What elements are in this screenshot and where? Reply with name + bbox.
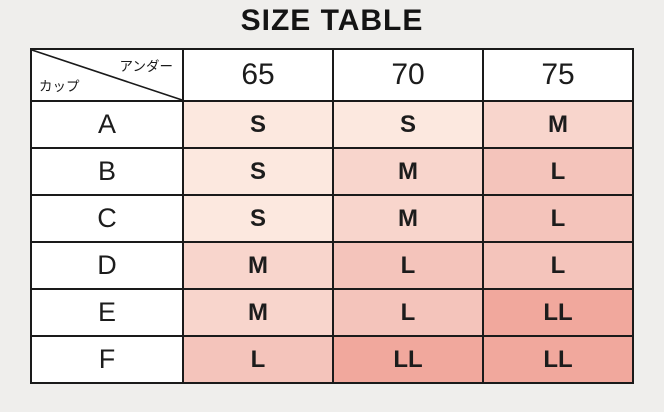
size-cell: M [332,194,484,243]
cup-cell: D [30,241,184,290]
size-cell: LL [332,335,484,384]
column-header-70: 70 [332,48,484,102]
cup-cell: E [30,288,184,337]
table-row: E M L LL [30,288,634,337]
underbust-axis-label: アンダー [119,59,173,74]
header-row: アンダー カップ 65 70 75 [30,48,634,102]
size-cell: LL [482,335,634,384]
size-cell: L [332,288,484,337]
cup-cell: C [30,194,184,243]
size-cell: L [482,194,634,243]
cup-cell: F [30,335,184,384]
size-cell: L [482,241,634,290]
size-cell: M [182,241,334,290]
cup-cell: B [30,147,184,196]
size-cell: M [332,147,484,196]
cup-axis-label: カップ [39,79,80,94]
size-cell: LL [482,288,634,337]
table-row: F L LL LL [30,335,634,384]
cup-cell: A [30,100,184,149]
size-cell: S [182,100,334,149]
size-cell: L [482,147,634,196]
size-cell: L [182,335,334,384]
size-cell: M [182,288,334,337]
size-cell: S [182,147,334,196]
size-cell: S [332,100,484,149]
page-title: SIZE TABLE [240,4,424,37]
column-header-75: 75 [482,48,634,102]
table-body: A S S M B S M L C S M L D M L L E M L LL F L LL LL [30,100,634,384]
column-header-65: 65 [182,48,334,102]
size-cell: S [182,194,334,243]
size-cell: M [482,100,634,149]
diagonal-divider-line [33,51,181,99]
corner-cell: アンダー カップ [30,48,184,102]
size-table: アンダー カップ 65 70 75 A S S M B S M L C S M L D M L L E M L LL F… [30,48,634,384]
size-cell: L [332,241,484,290]
